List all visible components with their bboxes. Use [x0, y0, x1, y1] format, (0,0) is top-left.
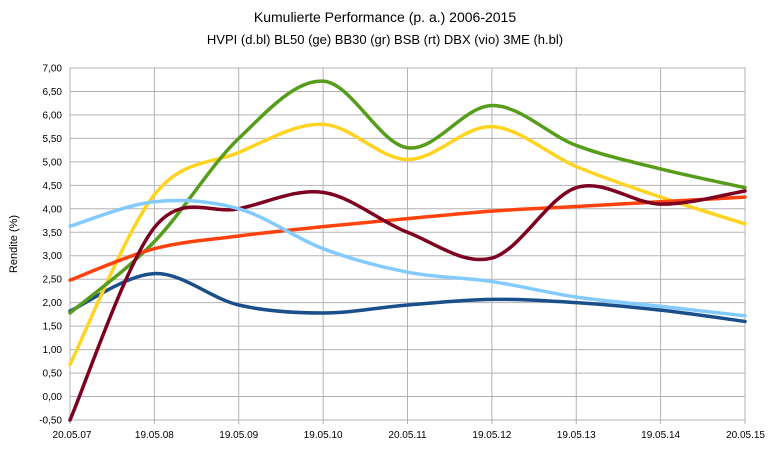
x-tick-label: 20.05.11 [388, 430, 427, 441]
x-tick-label: 19.05.10 [304, 430, 343, 441]
x-tick-label: 19.05.09 [219, 430, 258, 441]
series-line-bl50 [68, 122, 747, 367]
y-tick-label: 5,00 [43, 157, 63, 168]
y-tick-label: 3,50 [43, 228, 63, 239]
y-tick-label: 4,50 [43, 181, 63, 192]
series-line-hvpi [68, 271, 747, 324]
y-tick-label: 5,50 [43, 134, 63, 145]
y-tick-label: 6,00 [43, 110, 63, 121]
plot-frame [69, 67, 746, 421]
series-line-bb30 [68, 79, 747, 315]
series-line-dbx [68, 184, 747, 422]
x-tick-label: 19.05.14 [641, 430, 680, 441]
x-tick-label: 19.05.13 [557, 430, 596, 441]
y-tick-label: 0,50 [43, 369, 63, 380]
x-tick-label: 19.05.08 [135, 430, 174, 441]
y-tick-label: 1,00 [43, 345, 63, 356]
x-tick-label: 20.05.07 [53, 430, 92, 441]
y-tick-label: 2,00 [43, 298, 63, 309]
y-tick-label: 1,50 [43, 322, 63, 333]
series-line-3me [68, 198, 747, 318]
y-tick-label: 0,00 [43, 392, 63, 403]
x-tick-label: 19.05.12 [472, 430, 511, 441]
x-axis-ticks: 20.05.07 19.05.08 19.05.09 19.05.10 20.05.11… [53, 430, 766, 441]
y-tick-label: 7,00 [43, 64, 63, 75]
chart-subtitle: HVPI (d.bl) BL50 (ge) BB30 (gr) BSB (rt)… [206, 32, 564, 47]
y-tick-label: -0,50 [39, 416, 62, 427]
y-axis-label: Rendite (%) [8, 215, 20, 273]
y-axis-ticks: -0,50 0,00 0,50 1,00 1,50 2,00 2,50 3,00 3,50 4,0… [39, 64, 62, 427]
y-tick-label: 4,00 [43, 204, 63, 215]
y-tick-label: 3,00 [43, 251, 63, 262]
chart-title: Kumulierte Performance (p. a.) 2006-2015 [253, 9, 517, 25]
series-line-bsb [68, 195, 747, 282]
x-tick-label: 20.05.15 [726, 430, 765, 441]
series-lines [68, 79, 747, 422]
y-tick-label: 6,50 [43, 87, 63, 98]
y-tick-label: 2,50 [43, 275, 63, 286]
plot-area-border [69, 67, 746, 421]
